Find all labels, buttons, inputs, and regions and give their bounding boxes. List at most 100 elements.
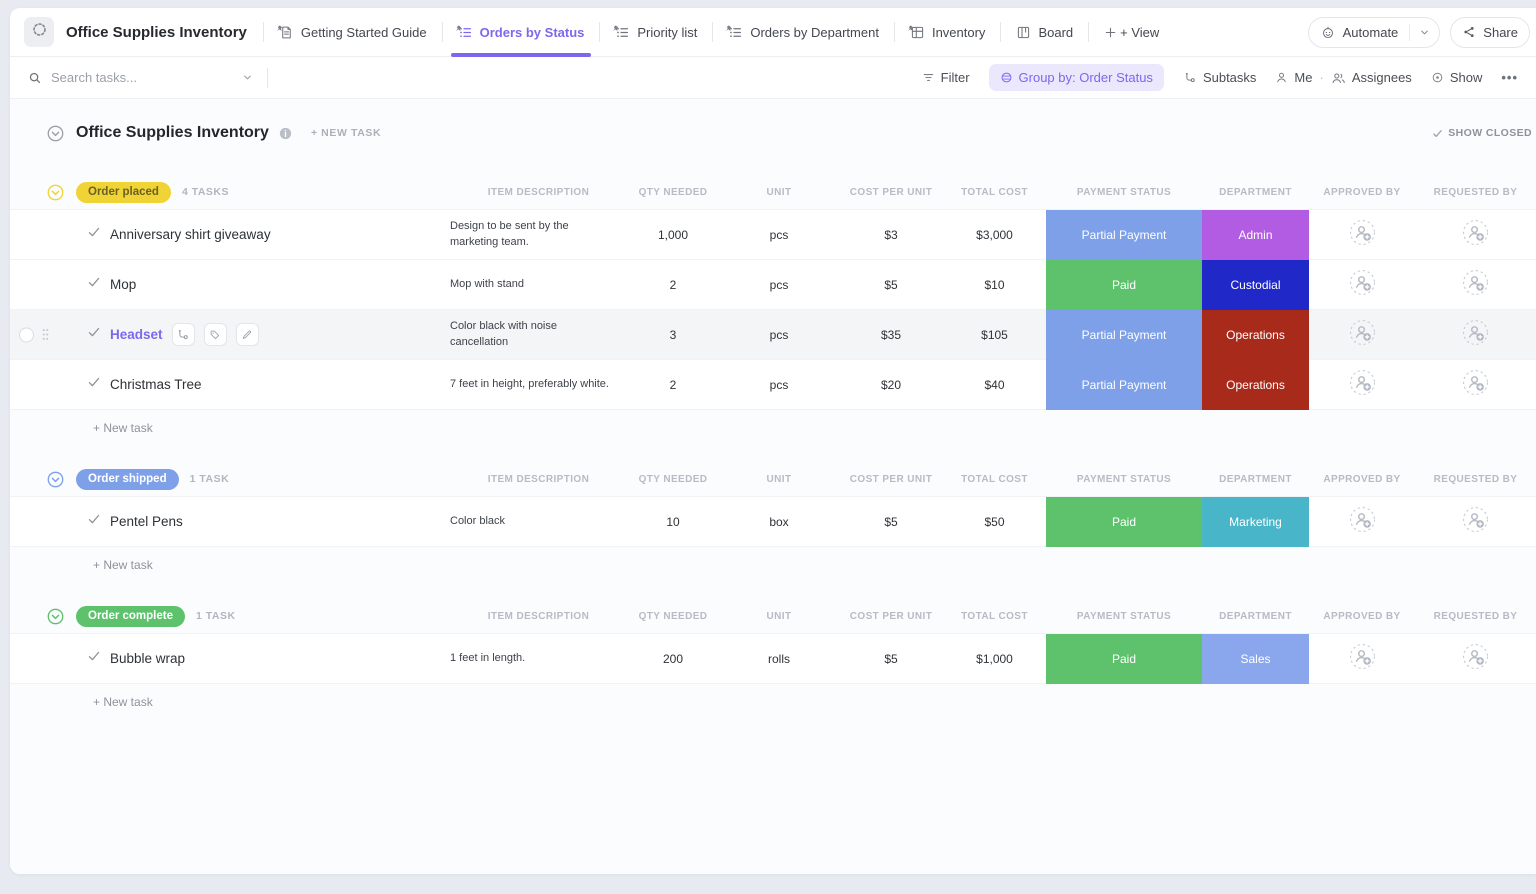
tag-button[interactable]: [203, 323, 227, 346]
group-by-button[interactable]: Group by: Order Status: [988, 64, 1164, 91]
task-row[interactable]: Mop Mop with stand 2 pcs $5 $10 Paid Custodial: [10, 260, 1536, 310]
subtask-button[interactable]: [171, 323, 195, 346]
qty-needed-cell[interactable]: 2: [669, 277, 677, 292]
add-view-button[interactable]: + View: [1089, 8, 1174, 56]
task-status-check[interactable]: [34, 512, 110, 531]
cost-per-unit-cell[interactable]: $5: [884, 277, 898, 292]
payment-status-chip[interactable]: Paid: [1046, 260, 1202, 310]
group-collapse-chevron-icon[interactable]: [46, 183, 65, 202]
group-new-task-button[interactable]: + New task: [93, 695, 153, 709]
column-header[interactable]: REQUESTED BY: [1433, 610, 1518, 622]
requested-by-add-assignee-button[interactable]: [1462, 506, 1489, 538]
task-status-check[interactable]: [34, 375, 110, 394]
unit-cell[interactable]: pcs: [769, 227, 789, 242]
department-chip[interactable]: Marketing: [1202, 497, 1309, 547]
item-description-cell[interactable]: Mop with stand: [450, 277, 524, 290]
group-status-pill[interactable]: Order shipped: [76, 468, 179, 490]
column-header[interactable]: QTY NEEDED: [638, 473, 708, 485]
approved-by-add-assignee-button[interactable]: [1349, 369, 1376, 401]
column-header[interactable]: ITEM DESCRIPTION: [487, 473, 590, 485]
department-chip[interactable]: Sales: [1202, 634, 1309, 684]
more-options-button[interactable]: •••: [1501, 70, 1518, 85]
info-icon[interactable]: [278, 126, 293, 141]
tab-inventory[interactable]: Inventory: [895, 8, 1000, 56]
task-name[interactable]: Bubble wrap: [110, 651, 186, 666]
group-status-pill[interactable]: Order complete: [76, 605, 185, 627]
show-closed-toggle[interactable]: SHOW CLOSED: [1432, 127, 1532, 139]
column-header[interactable]: COST PER UNIT: [849, 473, 933, 485]
unit-cell[interactable]: box: [769, 514, 789, 529]
item-description-cell[interactable]: 1 feet in length.: [450, 651, 526, 664]
column-header[interactable]: COST PER UNIT: [849, 610, 933, 622]
item-description-cell[interactable]: Design to be sent by the marketing team.: [450, 220, 569, 248]
total-cost-cell[interactable]: $40: [984, 377, 1005, 392]
payment-status-chip[interactable]: Paid: [1046, 497, 1202, 547]
tab-orders-by-status[interactable]: Orders by Status: [443, 8, 600, 57]
item-description-cell[interactable]: Color black: [450, 514, 506, 527]
column-header[interactable]: DEPARTMENT: [1219, 610, 1292, 622]
group-collapse-chevron-icon[interactable]: [46, 470, 65, 489]
column-header[interactable]: APPROVED BY: [1323, 610, 1401, 622]
unit-cell[interactable]: pcs: [769, 277, 789, 292]
me-button[interactable]: Me: [1275, 70, 1312, 85]
approved-by-add-assignee-button[interactable]: [1349, 269, 1376, 301]
subtasks-button[interactable]: Subtasks: [1183, 70, 1256, 85]
payment-status-chip[interactable]: Partial Payment: [1046, 310, 1202, 360]
payment-status-chip[interactable]: Partial Payment: [1046, 360, 1202, 410]
column-header[interactable]: TOTAL COST: [961, 610, 1028, 622]
group-new-task-button[interactable]: + New task: [93, 421, 153, 435]
task-status-check[interactable]: [34, 649, 110, 668]
approved-by-add-assignee-button[interactable]: [1349, 319, 1376, 351]
column-header[interactable]: QTY NEEDED: [638, 186, 708, 198]
requested-by-add-assignee-button[interactable]: [1462, 319, 1489, 351]
column-header[interactable]: ITEM DESCRIPTION: [487, 186, 590, 198]
tab-priority-list[interactable]: Priority list: [600, 8, 712, 56]
unit-cell[interactable]: rolls: [767, 651, 790, 666]
task-row[interactable]: Headset Color black with noise cancellati…: [10, 310, 1536, 360]
task-name[interactable]: Christmas Tree: [110, 377, 202, 392]
total-cost-cell[interactable]: $1,000: [976, 651, 1013, 666]
task-name[interactable]: Anniversary shirt giveaway: [110, 227, 271, 242]
payment-status-chip[interactable]: Paid: [1046, 634, 1202, 684]
automate-button[interactable]: Automate: [1307, 16, 1441, 48]
task-status-check[interactable]: [34, 325, 110, 344]
cost-per-unit-cell[interactable]: $20: [880, 377, 902, 392]
qty-needed-cell[interactable]: 3: [669, 327, 677, 342]
total-cost-cell[interactable]: $10: [984, 277, 1005, 292]
requested-by-add-assignee-button[interactable]: [1462, 219, 1489, 251]
requested-by-add-assignee-button[interactable]: [1462, 643, 1489, 675]
group-new-task-button[interactable]: + New task: [93, 558, 153, 572]
payment-status-chip[interactable]: Partial Payment: [1046, 210, 1202, 260]
total-cost-cell[interactable]: $105: [981, 327, 1008, 342]
approved-by-add-assignee-button[interactable]: [1349, 643, 1376, 675]
automate-dropdown[interactable]: [1410, 27, 1439, 38]
column-header[interactable]: PAYMENT STATUS: [1076, 610, 1172, 622]
column-header[interactable]: APPROVED BY: [1323, 473, 1401, 485]
assignees-button[interactable]: Assignees: [1331, 70, 1412, 85]
column-header[interactable]: REQUESTED BY: [1433, 473, 1518, 485]
tab-orders-by-department[interactable]: Orders by Department: [713, 8, 894, 56]
search-input[interactable]: [51, 70, 191, 85]
share-button[interactable]: Share: [1450, 16, 1530, 48]
column-header[interactable]: DEPARTMENT: [1219, 186, 1292, 198]
task-row[interactable]: Bubble wrap 1 feet in length. 200 rolls $5 $1…: [10, 634, 1536, 684]
requested-by-add-assignee-button[interactable]: [1462, 369, 1489, 401]
task-status-check[interactable]: [34, 225, 110, 244]
pencil-button[interactable]: [235, 323, 259, 346]
department-chip[interactable]: Admin: [1202, 210, 1309, 260]
qty-needed-cell[interactable]: 1,000: [657, 227, 689, 242]
approved-by-add-assignee-button[interactable]: [1349, 219, 1376, 251]
search-options-chevron-icon[interactable]: [242, 72, 253, 83]
task-name[interactable]: Pentel Pens: [110, 514, 183, 529]
column-header[interactable]: PAYMENT STATUS: [1076, 186, 1172, 198]
column-header[interactable]: TOTAL COST: [961, 186, 1028, 198]
show-button[interactable]: Show: [1431, 70, 1482, 85]
department-chip[interactable]: Operations: [1202, 310, 1309, 360]
cost-per-unit-cell[interactable]: $3: [884, 227, 898, 242]
task-row[interactable]: Pentel Pens Color black 10 box $5 $50 Paid Mark…: [10, 497, 1536, 547]
group-collapse-chevron-icon[interactable]: [46, 607, 65, 626]
task-row[interactable]: Anniversary shirt giveaway Design to be s…: [10, 210, 1536, 260]
qty-needed-cell[interactable]: 10: [666, 514, 680, 529]
requested-by-add-assignee-button[interactable]: [1462, 269, 1489, 301]
unit-cell[interactable]: pcs: [769, 377, 789, 392]
